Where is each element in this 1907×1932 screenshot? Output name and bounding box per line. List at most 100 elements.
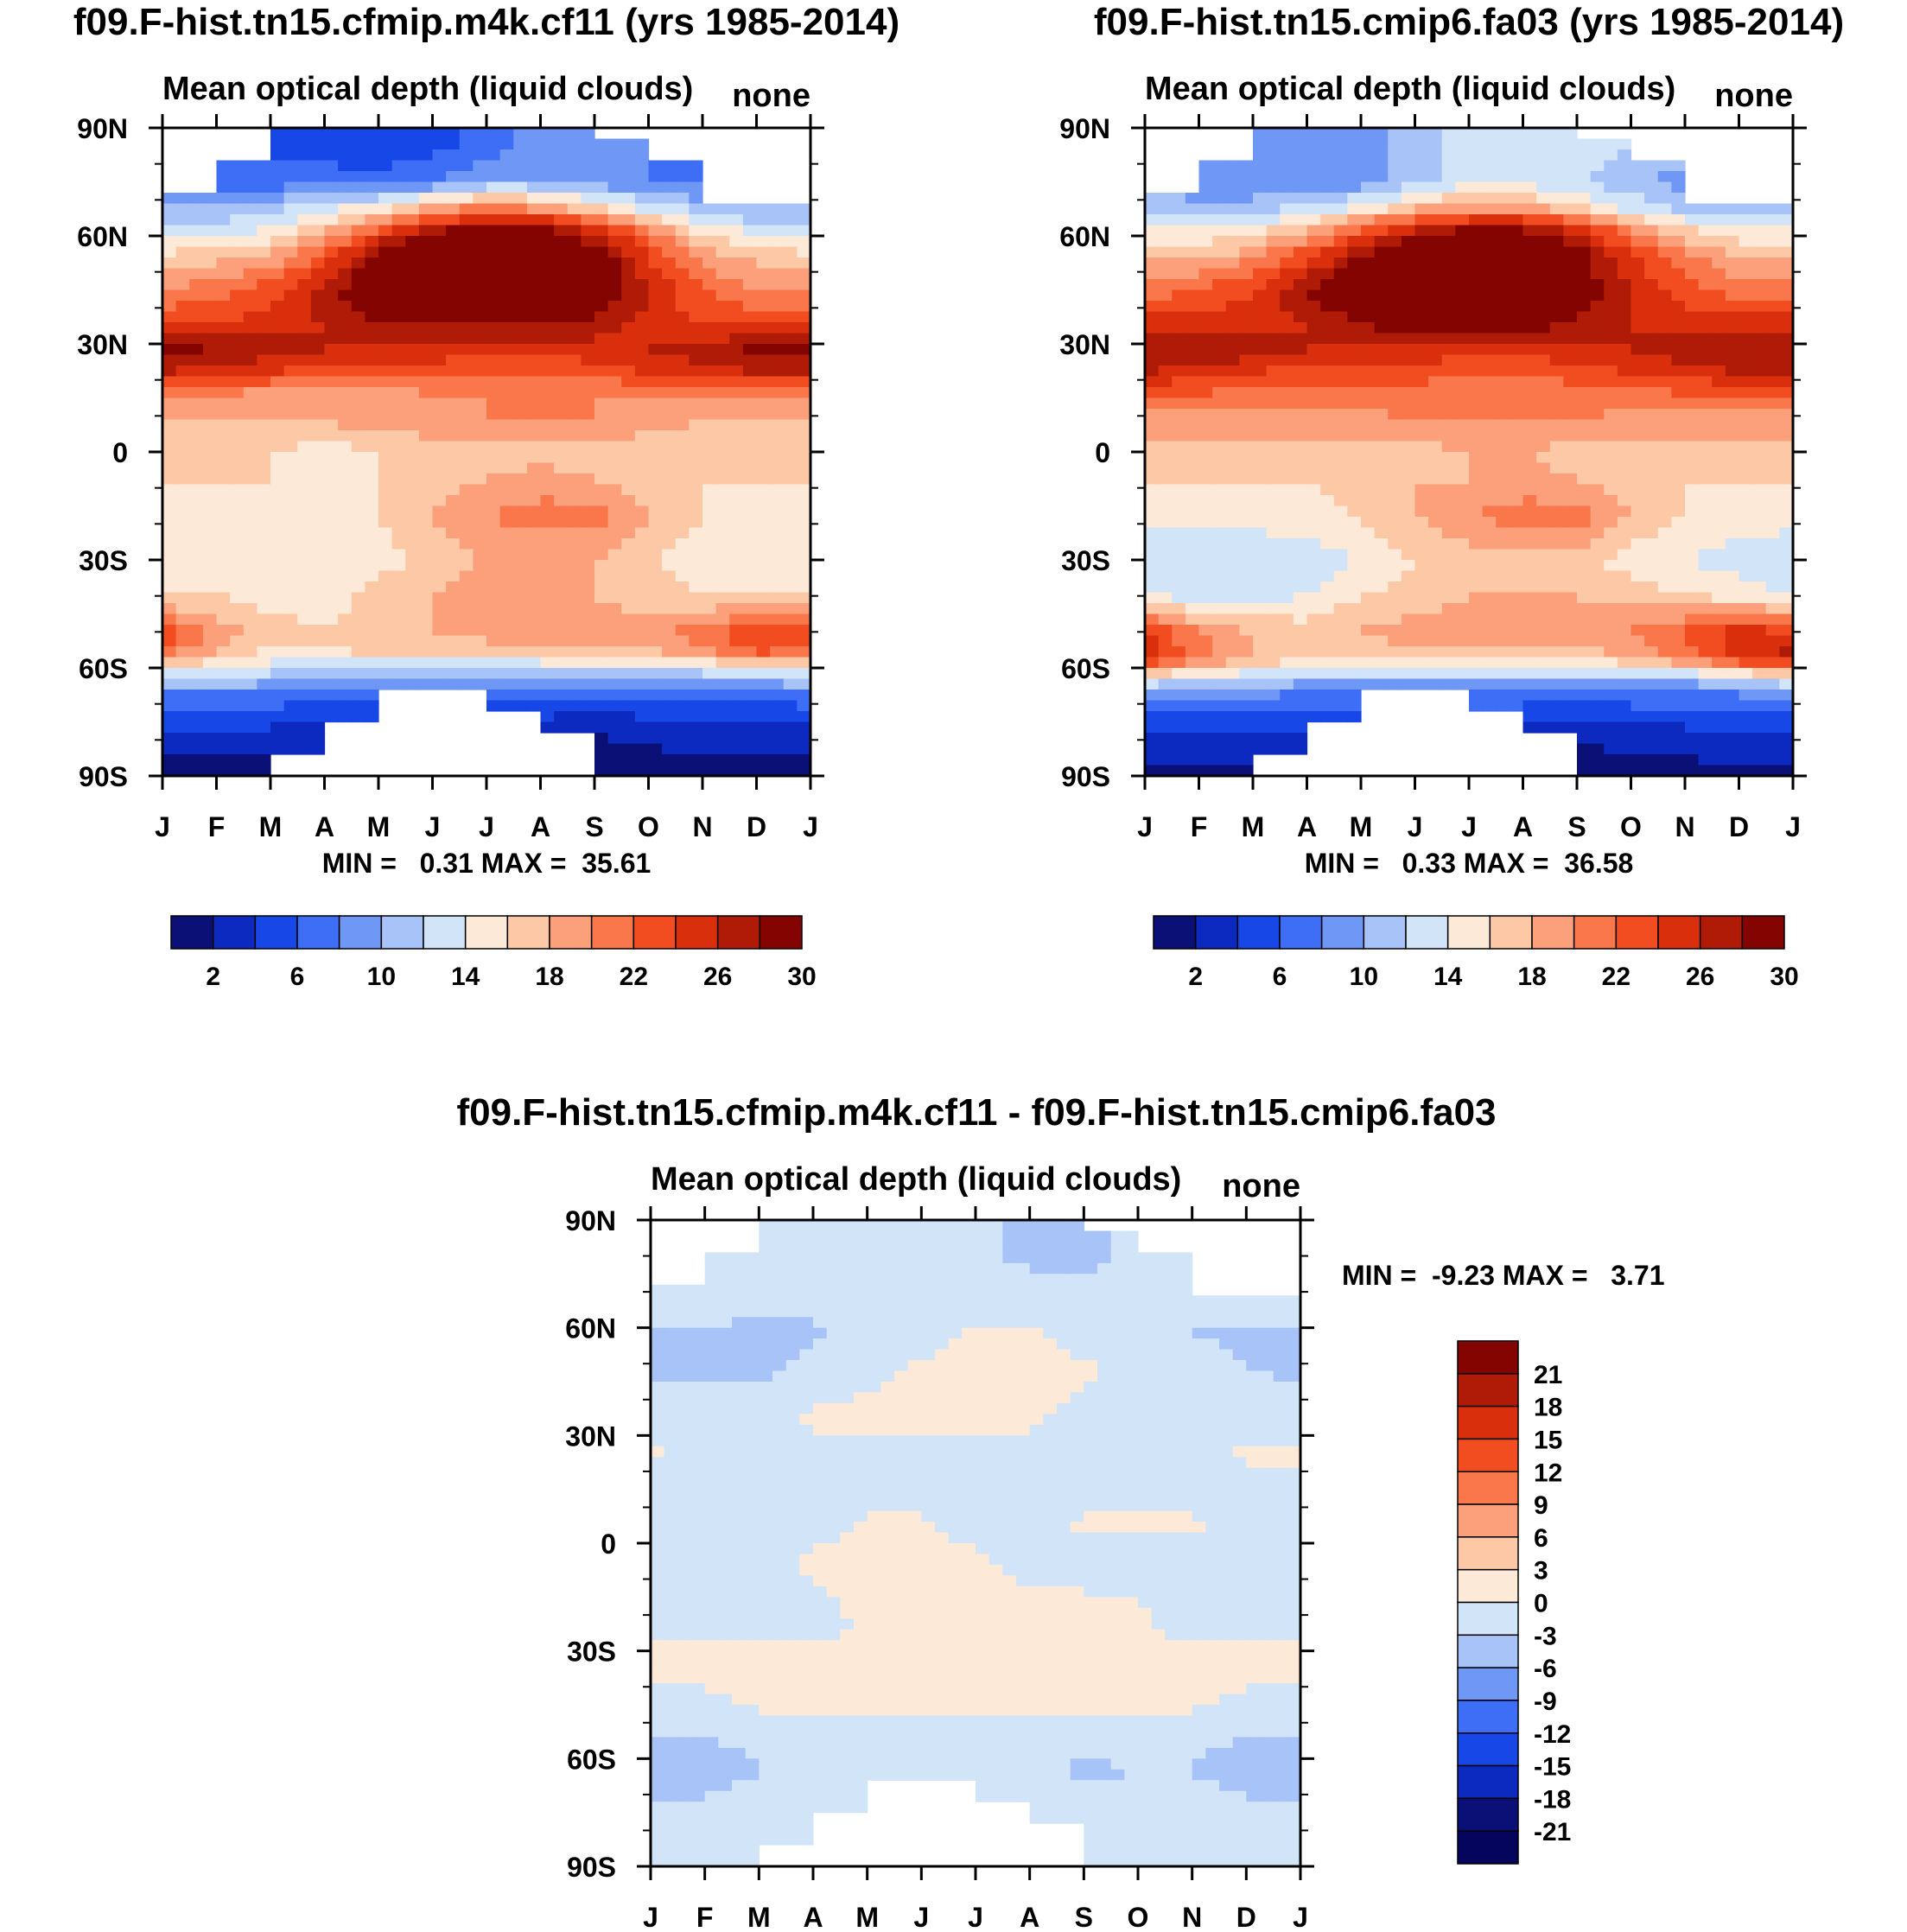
field-cell	[257, 517, 271, 529]
field-cell	[499, 160, 514, 172]
field-cell	[1225, 495, 1240, 507]
field-cell	[1617, 354, 1632, 366]
field-cell	[715, 592, 730, 604]
field-cell	[607, 538, 622, 550]
field-cell	[202, 527, 218, 539]
field-cell	[1549, 646, 1564, 658]
field-cell	[1306, 128, 1321, 140]
field-cell	[324, 311, 339, 323]
field-cell	[1441, 527, 1456, 539]
field-cell	[1496, 376, 1510, 388]
field-cell	[432, 678, 447, 690]
field-cell	[1455, 322, 1470, 334]
field-cell	[770, 214, 785, 226]
field-cell	[1563, 344, 1578, 356]
field-cell	[351, 625, 366, 637]
field-cell	[189, 365, 204, 378]
field-cell	[230, 257, 245, 270]
field-cell	[797, 397, 811, 410]
field-cell	[715, 646, 730, 658]
field-cell	[540, 430, 555, 442]
field-cell	[1428, 160, 1443, 172]
field-cell	[756, 322, 771, 334]
field-cell	[1306, 257, 1321, 270]
field-cell	[418, 592, 434, 604]
field-cell	[1657, 181, 1672, 194]
field-cell	[499, 430, 514, 442]
field-cell	[1266, 505, 1281, 518]
field-cell	[243, 473, 257, 486]
field-cell	[1536, 128, 1551, 140]
field-cell	[729, 678, 744, 690]
field-cell	[162, 678, 177, 690]
field-cell	[162, 354, 177, 366]
field-cell	[1590, 236, 1605, 248]
field-cell	[662, 613, 677, 626]
field-cell	[729, 322, 744, 334]
field-cell	[1765, 484, 1780, 496]
field-cell	[742, 603, 758, 615]
field-cell	[1333, 582, 1348, 594]
field-cell	[486, 279, 501, 291]
field-cell	[554, 441, 569, 453]
field-cell	[1225, 646, 1240, 658]
field-cell	[1266, 289, 1281, 302]
field-cell	[405, 171, 420, 183]
field-cell	[621, 246, 636, 258]
field-cell	[554, 484, 569, 496]
colorbar-swatch	[675, 915, 719, 950]
field-cell	[486, 495, 501, 507]
field-cell	[621, 203, 636, 215]
field-cell	[473, 246, 487, 258]
field-cell	[1212, 376, 1227, 388]
field-cell	[418, 603, 434, 615]
field-cell	[230, 711, 245, 723]
field-cell	[594, 505, 609, 518]
field-cell	[1698, 365, 1713, 378]
field-cell	[257, 344, 271, 356]
field-cell	[1158, 592, 1173, 604]
field-cell	[1657, 625, 1672, 637]
field-cell	[257, 754, 271, 766]
field-cell	[1712, 462, 1726, 474]
field-cell	[499, 397, 514, 410]
field-cell	[418, 181, 434, 194]
field-cell	[1455, 613, 1470, 626]
field-cell	[243, 387, 257, 399]
field-cell	[715, 268, 730, 280]
field-cell	[310, 473, 326, 486]
field-cell	[540, 473, 555, 486]
field-cell	[1239, 160, 1254, 172]
field-cell	[634, 344, 650, 356]
field-cell	[1253, 635, 1268, 647]
field-cell	[499, 181, 514, 194]
field-cell	[1333, 495, 1348, 507]
field-cell	[1563, 538, 1578, 550]
field-cell	[1563, 441, 1578, 453]
field-cell	[1590, 538, 1605, 550]
field-cell	[432, 419, 447, 431]
field-cell	[1604, 495, 1618, 507]
field-cell	[1617, 505, 1632, 518]
field-cell	[1482, 505, 1497, 518]
field-cell	[216, 668, 231, 680]
field-cell	[202, 419, 218, 431]
field-cell	[594, 236, 609, 248]
field-cell	[338, 322, 353, 334]
field-cell	[1644, 214, 1659, 226]
field-cell	[1712, 549, 1726, 561]
field-cell	[1725, 603, 1740, 615]
field-cell	[1225, 257, 1240, 270]
field-cell	[1712, 236, 1726, 248]
field-cell	[1630, 560, 1645, 572]
field-cell	[1320, 505, 1335, 518]
field-cell	[499, 419, 514, 431]
field-cell	[1604, 322, 1618, 334]
field-cell	[540, 160, 555, 172]
field-cell	[1536, 462, 1551, 474]
field-cell	[1604, 582, 1618, 594]
field-cell	[432, 376, 447, 388]
field-cell	[391, 538, 406, 550]
field-cell	[1536, 354, 1551, 366]
field-cell	[648, 193, 663, 205]
